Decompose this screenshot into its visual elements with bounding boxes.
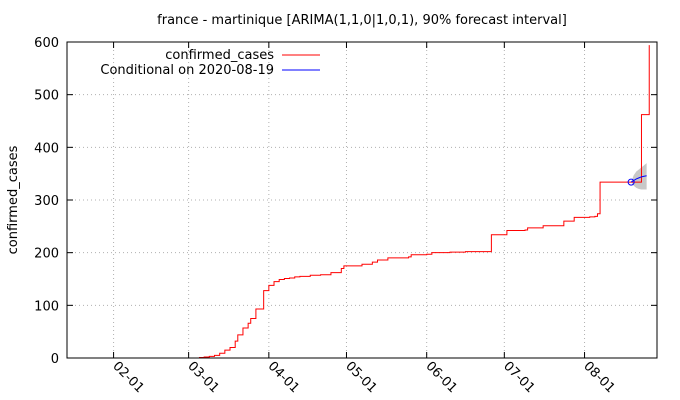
x-tick-label: 04-01: [265, 359, 302, 396]
y-tick-label: 200: [34, 247, 59, 262]
y-tick-label: 0: [51, 352, 59, 367]
forecast-interval-band: [631, 163, 647, 190]
x-tick-label: 08-01: [580, 359, 617, 396]
x-tick-label: 07-01: [500, 359, 537, 396]
forecast-interval-layer: [631, 163, 647, 190]
series-line-confirmed-cases: [198, 45, 650, 358]
y-tick-label: 300: [34, 194, 59, 209]
y-tick-label: 500: [34, 89, 59, 104]
grid: [67, 42, 657, 358]
y-tick-label: 400: [34, 141, 59, 156]
y-tick-label: 100: [34, 299, 59, 314]
x-tick-label: 03-01: [184, 359, 221, 396]
legend-label-conditional: Conditional on 2020-08-19: [100, 63, 274, 78]
y-tick-label: 600: [34, 36, 59, 51]
x-tick-label: 05-01: [342, 359, 379, 396]
legend-label-confirmed-cases: confirmed_cases: [165, 48, 274, 63]
x-tick-label: 02-01: [109, 359, 146, 396]
series-layer: [198, 45, 650, 358]
legend: confirmed_cases Conditional on 2020-08-1…: [100, 48, 320, 78]
x-tick-label: 06-01: [423, 359, 460, 396]
series-origin-marker-conditional-on-2020-08-19: [627, 178, 635, 186]
y-axis: 0 100 200 300 400 500 600: [34, 36, 657, 367]
y-axis-label: confirmed_cases: [6, 145, 21, 254]
chart-title: france - martinique [ARIMA(1,1,0|1,0,1),…: [157, 13, 567, 28]
